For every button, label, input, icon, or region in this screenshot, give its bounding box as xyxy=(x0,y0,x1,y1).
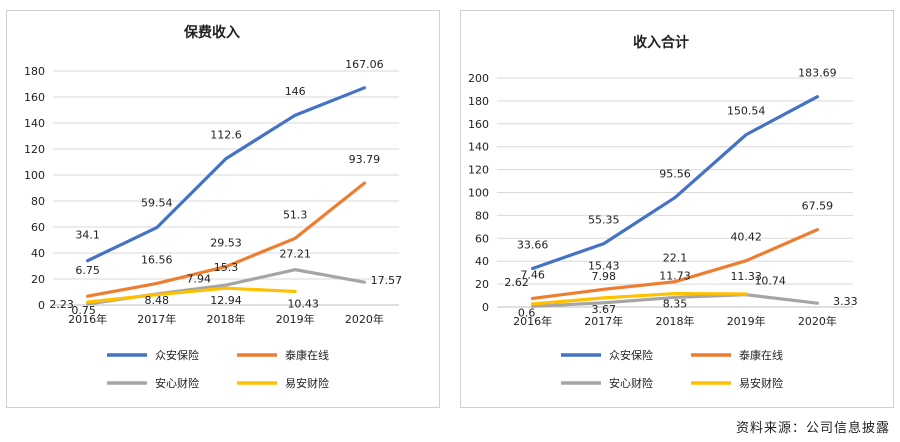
x-tick-label: 2016年 xyxy=(68,312,107,326)
y-tick-label: 180 xyxy=(468,95,489,108)
y-tick-label: 200 xyxy=(468,72,489,85)
series-line xyxy=(530,228,819,301)
data-label: 11.73 xyxy=(659,270,691,283)
x-tick-label: 2019年 xyxy=(727,314,766,328)
data-label: 55.35 xyxy=(588,214,620,227)
series-line xyxy=(530,293,819,308)
data-label: 167.06 xyxy=(345,58,384,71)
y-tick-label: 180 xyxy=(24,65,45,78)
data-label: 10.74 xyxy=(754,275,786,288)
legend-label: 泰康在线 xyxy=(739,348,783,362)
x-tick-label: 2017年 xyxy=(584,314,623,328)
data-label: 11.33 xyxy=(730,270,762,283)
y-tick-label: 100 xyxy=(468,187,489,200)
y-tick-label: 160 xyxy=(24,91,45,104)
premium-income-chart-panel: 保费收入 0 20 40 60 80 100 120 140 160 180 2016年 2017年 20… xyxy=(6,10,440,408)
x-tick-label: 2018年 xyxy=(656,314,695,328)
y-tick-label: 140 xyxy=(24,117,45,130)
data-label: 150.54 xyxy=(727,105,766,118)
y-tick-label: 20 xyxy=(475,278,489,291)
data-label: 0.75 xyxy=(71,304,96,317)
data-label: 146 xyxy=(285,85,306,98)
data-label: 27.21 xyxy=(279,248,311,261)
legend-label: 众安保险 xyxy=(155,348,199,362)
data-label: 7.94 xyxy=(187,273,212,286)
series-line xyxy=(85,86,366,263)
data-label: 40.42 xyxy=(730,231,762,244)
source-note: 资料来源：公司信息披露 xyxy=(735,421,890,436)
y-tick-label: 40 xyxy=(31,247,45,260)
y-tick-label: 0 xyxy=(38,299,45,312)
data-label: 93.79 xyxy=(349,153,381,166)
data-label: 3.67 xyxy=(592,303,617,316)
y-tick-label: 120 xyxy=(468,164,489,177)
data-label: 112.6 xyxy=(210,129,242,142)
data-label: 7.98 xyxy=(592,270,617,283)
data-label: 22.1 xyxy=(663,252,688,265)
data-label: 183.69 xyxy=(798,67,837,80)
y-tick-label: 20 xyxy=(31,273,45,286)
premium-income-chart: 保费收入 0 20 40 60 80 100 120 140 160 180 2016年 2017年 20… xyxy=(24,24,403,390)
data-label: 2.62 xyxy=(504,276,528,289)
x-tick-label: 2020年 xyxy=(345,312,384,326)
data-label: 0.6 xyxy=(518,306,536,319)
y-tick-label: 60 xyxy=(475,232,489,245)
data-label: 7.46 xyxy=(520,268,545,281)
data-label: 33.66 xyxy=(517,238,549,251)
data-label: 12.94 xyxy=(210,294,242,307)
data-label: 15.43 xyxy=(588,259,620,272)
data-label: 59.54 xyxy=(141,197,173,210)
y-tick-label: 160 xyxy=(468,118,489,131)
data-label: 95.56 xyxy=(659,168,691,181)
y-tick-label: 60 xyxy=(31,221,45,234)
y-tick-label: 140 xyxy=(468,141,489,154)
total-income-chart: 收入合计 0 20 40 60 80 100 120 140 160 180 200 2016年 2017… xyxy=(468,34,858,390)
x-tick-label: 2019年 xyxy=(276,312,315,326)
y-tick-label: 80 xyxy=(31,195,45,208)
series-line xyxy=(85,181,366,298)
legend-label: 安心财险 xyxy=(609,376,653,390)
y-tick-label: 40 xyxy=(475,255,489,268)
legend-label: 易安财险 xyxy=(739,376,783,390)
data-label: 8.48 xyxy=(145,294,170,307)
data-label: 29.53 xyxy=(210,237,242,250)
data-label: 3.33 xyxy=(833,295,858,308)
legend-label: 泰康在线 xyxy=(285,348,329,362)
chart-title: 收入合计 xyxy=(633,34,689,51)
total-income-chart-panel: 收入合计 0 20 40 60 80 100 120 140 160 180 200 2016年 2017… xyxy=(460,10,894,408)
data-label: 2.23 xyxy=(49,298,74,311)
legend-label: 安心财险 xyxy=(155,376,199,390)
data-label: 6.75 xyxy=(75,264,100,277)
data-label: 34.1 xyxy=(75,229,100,242)
x-tick-label: 2017年 xyxy=(137,312,176,326)
data-label: 15.3 xyxy=(214,261,239,274)
y-tick-label: 120 xyxy=(24,143,45,156)
chart-title: 保费收入 xyxy=(183,24,240,41)
x-tick-label: 2016年 xyxy=(513,314,552,328)
y-tick-label: 0 xyxy=(482,301,489,314)
x-tick-label: 2018年 xyxy=(207,312,246,326)
legend-label: 易安财险 xyxy=(285,376,329,390)
series-line xyxy=(530,95,819,271)
data-label: 67.59 xyxy=(802,200,834,213)
y-tick-label: 80 xyxy=(475,209,489,222)
data-label: 16.56 xyxy=(141,253,173,266)
data-label: 8.35 xyxy=(663,297,688,310)
y-tick-label: 100 xyxy=(24,169,45,182)
series-line xyxy=(85,286,297,304)
series-line xyxy=(530,291,748,306)
data-label: 10.43 xyxy=(287,297,319,310)
legend-label: 众安保险 xyxy=(609,348,653,362)
data-label: 17.57 xyxy=(371,274,403,287)
x-tick-label: 2020年 xyxy=(798,314,837,328)
data-label: 51.3 xyxy=(283,208,308,221)
